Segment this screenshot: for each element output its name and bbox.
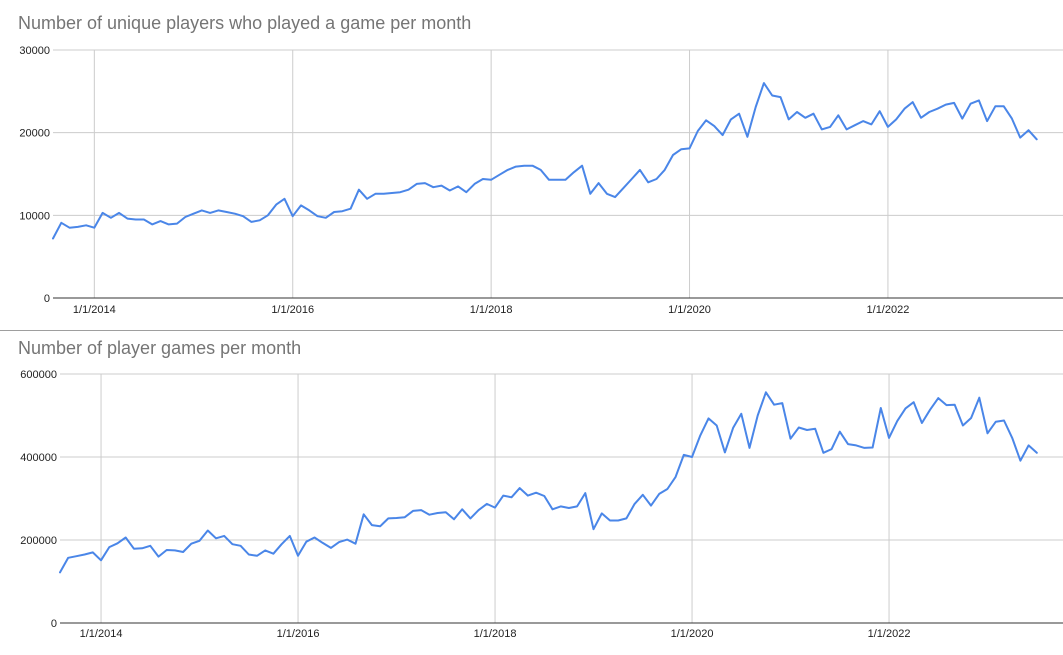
y-tick-label: 200000 [20,535,57,547]
x-tick-label: 1/1/2020 [668,304,711,316]
y-tick-label: 0 [44,293,50,305]
chart-title: Number of unique players who played a ga… [18,13,472,33]
series-line [59,391,1038,574]
x-tick-label: 1/1/2020 [671,628,714,640]
x-tick-label: 1/1/2018 [474,628,517,640]
x-tick-label: 1/1/2014 [80,628,123,640]
y-tick-label: 400000 [20,452,57,464]
x-tick-label: 1/1/2016 [277,628,320,640]
x-tick-label: 1/1/2016 [271,304,314,316]
chart-plot-area: 1/1/2014 1/1/2016 1/1/2018 1/1/2020 1/1/2022… [20,369,1063,640]
y-tick-label: 0 [51,618,57,630]
chart-title: Number of player games per month [18,338,302,358]
x-tick-label: 1/1/2014 [73,304,116,316]
chart-panel-unique-players: Number of unique players who played a ga… [0,13,1063,331]
chart-plot-area: 1/1/2014 1/1/2016 1/1/2018 1/1/2020 1/1/2022… [19,45,1063,316]
series-line [52,82,1038,240]
x-tick-label: 1/1/2022 [867,304,910,316]
y-tick-label: 30000 [19,45,50,57]
y-tick-label: 20000 [19,128,50,140]
chart-panel-player-games: Number of player games per month 1/1/201… [0,331,1063,655]
x-tick-label: 1/1/2022 [868,628,911,640]
y-tick-label: 10000 [19,210,50,222]
y-tick-label: 600000 [20,369,57,381]
x-tick-label: 1/1/2018 [470,304,513,316]
